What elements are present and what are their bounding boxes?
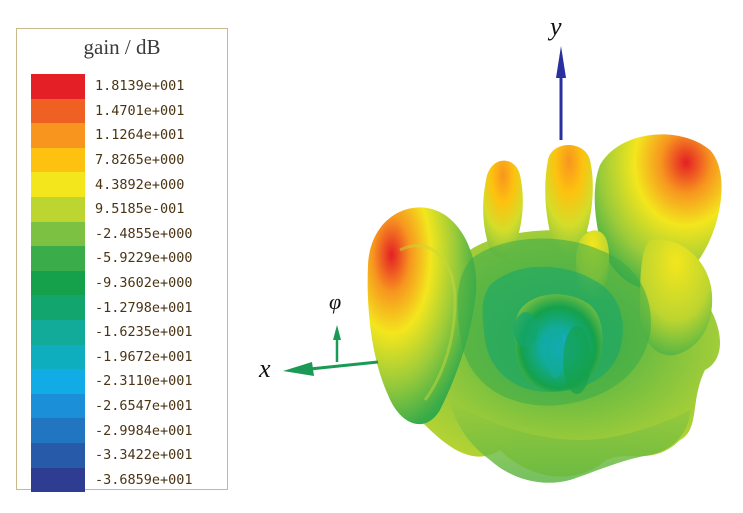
legend-entry: 1.1264e+001 (31, 123, 227, 148)
legend-swatch (31, 467, 85, 493)
y-axis (556, 46, 566, 140)
legend-value: -1.6235e+001 (95, 324, 193, 341)
legend-entry: -2.4855e+000 (31, 221, 227, 247)
legend-value: -9.3602e+000 (95, 275, 193, 292)
legend-entry: -3.6859e+001 (31, 467, 227, 493)
x-axis-label: x (259, 354, 271, 383)
legend-swatch (31, 98, 85, 124)
legend-value: -2.3110e+001 (95, 373, 193, 390)
legend-entry: -2.6547e+001 (31, 393, 227, 419)
legend-entry: -9.3602e+000 (31, 270, 227, 296)
legend-entry: -1.2798e+001 (31, 295, 227, 320)
legend-value: 1.4701e+001 (95, 102, 185, 119)
legend-swatch (31, 344, 85, 370)
legend-value: -1.9672e+001 (95, 348, 193, 365)
pattern-lobe-left (367, 207, 477, 425)
legend-value: 9.5185e-001 (95, 201, 185, 218)
legend-swatch (31, 246, 85, 271)
x-axis (283, 360, 379, 376)
legend-swatch (31, 196, 85, 222)
legend-swatch (31, 221, 85, 247)
legend-entry: 4.3892e+000 (31, 172, 227, 197)
legend-entry: -2.9984e+001 (31, 418, 227, 443)
legend-swatch (31, 123, 85, 148)
legend-entry: 9.5185e-001 (31, 196, 227, 222)
y-axis-label: y (550, 12, 562, 41)
legend-value: -3.6859e+001 (95, 471, 193, 488)
legend-entry: -1.6235e+001 (31, 319, 227, 345)
pattern-lobe-top-center (545, 145, 593, 257)
pattern-lobe-lower-right (640, 239, 713, 356)
legend-entry: 1.8139e+001 (31, 74, 227, 99)
legend-swatch (31, 369, 85, 394)
legend-swatch (31, 418, 85, 443)
legend-value: -1.2798e+001 (95, 299, 193, 316)
legend-value: 1.1264e+001 (95, 127, 185, 144)
legend-scale: 1.8139e+001 1.4701e+001 1.1264e+001 7.8265e… (31, 74, 227, 493)
legend-swatch (31, 172, 85, 197)
phi-axis-label: φ (329, 289, 342, 314)
legend-value: -2.4855e+000 (95, 225, 193, 242)
legend-value: -5.9229e+000 (95, 250, 193, 267)
legend-swatch (31, 295, 85, 320)
legend-title: gain / dB (83, 35, 161, 59)
legend-swatch (31, 270, 85, 296)
legend-swatch (31, 147, 85, 173)
legend-swatch (31, 74, 85, 99)
legend-swatch (31, 442, 85, 468)
legend-swatch (31, 393, 85, 419)
phi-axis (333, 325, 341, 362)
legend-entry: 1.4701e+001 (31, 98, 227, 124)
legend-value: 4.3892e+000 (95, 176, 185, 193)
legend-entry: -2.3110e+001 (31, 369, 227, 394)
pattern-lobe-top-left (483, 160, 523, 258)
legend-entry: -3.3422e+001 (31, 442, 227, 468)
legend-value: 7.8265e+000 (95, 152, 185, 169)
radiation-pattern-surface (367, 134, 722, 483)
legend-value: -2.9984e+001 (95, 422, 193, 439)
legend-value: 1.8139e+001 (95, 78, 185, 95)
legend-entry: 7.8265e+000 (31, 147, 227, 173)
legend-entry: -1.9672e+001 (31, 344, 227, 370)
gain-legend: gain / dB 1.8139e+001 1.4701e+001 1.1264e+… (16, 28, 228, 493)
legend-swatch (31, 319, 85, 345)
legend-value: -2.6547e+001 (95, 398, 193, 415)
legend-value: -3.3422e+001 (95, 447, 193, 464)
legend-entry: -5.9229e+000 (31, 246, 227, 271)
